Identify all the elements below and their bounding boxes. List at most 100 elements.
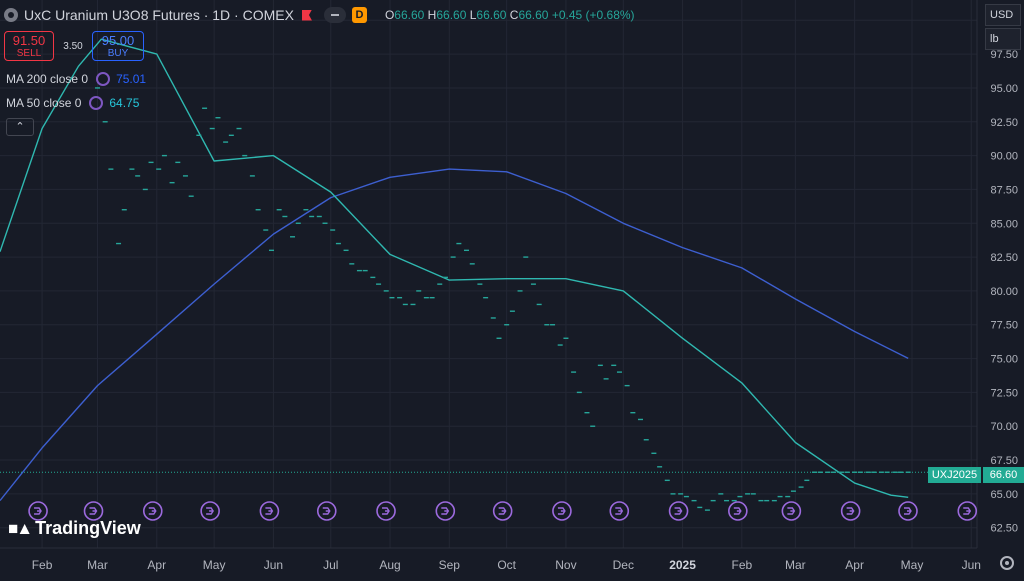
symbol-price-tag: UXJ2025 bbox=[928, 467, 981, 483]
indicator-label: MA 200 close 0 bbox=[6, 72, 89, 86]
event-marker-glyph bbox=[382, 507, 390, 515]
unit-selector[interactable]: lb bbox=[985, 28, 1021, 50]
low-value: 66.60 bbox=[476, 8, 507, 22]
buy-price: 95.00 bbox=[101, 33, 135, 48]
indicator-value: 64.75 bbox=[109, 96, 140, 110]
currency-selector[interactable]: USD bbox=[985, 4, 1021, 26]
event-marker-icon bbox=[609, 501, 630, 521]
buy-label: BUY bbox=[107, 48, 129, 59]
chart-series bbox=[0, 38, 928, 511]
trade-panel: 91.50 SELL 3.50 95.00 BUY bbox=[4, 31, 144, 61]
buy-button[interactable]: 95.00 BUY bbox=[92, 31, 144, 61]
event-marker-glyph bbox=[615, 507, 624, 515]
open-value: 66.60 bbox=[394, 8, 425, 22]
event-marker-icon bbox=[728, 501, 748, 521]
event-marker-glyph bbox=[846, 507, 855, 515]
ma200-line bbox=[0, 168, 909, 502]
price-tick-label: 85.00 bbox=[990, 218, 1018, 230]
refresh-icon[interactable] bbox=[96, 72, 111, 86]
event-marker-icon bbox=[898, 501, 918, 521]
sell-label: SELL bbox=[16, 48, 42, 59]
chart-grid bbox=[0, 0, 977, 548]
event-marker-glyph bbox=[787, 507, 796, 515]
event-marker-glyph bbox=[206, 507, 214, 515]
price-tick-label: 72.50 bbox=[990, 387, 1018, 399]
price-tick-label: 97.50 bbox=[990, 49, 1018, 61]
refresh-icon[interactable] bbox=[89, 96, 104, 110]
time-tick-label: Jun bbox=[264, 558, 283, 572]
event-marker-glyph bbox=[674, 507, 683, 515]
time-tick-label: Mar bbox=[87, 558, 108, 572]
event-marker-glyph bbox=[148, 507, 157, 515]
event-marker-icon bbox=[83, 501, 104, 521]
ma50-line bbox=[0, 38, 909, 498]
event-marker-icon bbox=[200, 501, 220, 521]
high-label: H bbox=[427, 8, 437, 22]
event-marker-glyph bbox=[963, 507, 972, 515]
event-marker-icon bbox=[259, 501, 280, 521]
event-marker-glyph bbox=[903, 507, 912, 515]
chevron-up-icon: ⌃ bbox=[15, 121, 25, 133]
price-tick-label: 87.50 bbox=[990, 184, 1018, 196]
sell-price: 91.50 bbox=[12, 33, 46, 48]
settings-gear-icon[interactable] bbox=[1000, 556, 1014, 570]
event-marker-glyph bbox=[441, 507, 450, 515]
event-marker-icon bbox=[957, 501, 978, 521]
open-label: O bbox=[384, 8, 395, 22]
event-marker-icon bbox=[142, 501, 163, 521]
close-value: 66.60 bbox=[518, 8, 549, 22]
event-marker-glyph bbox=[498, 507, 507, 515]
exchange-icon bbox=[4, 8, 18, 22]
time-tick-label: Mar bbox=[785, 558, 806, 572]
flag-icon[interactable] bbox=[301, 9, 312, 21]
time-tick-label: Aug bbox=[379, 558, 400, 572]
collapse-legend-button[interactable]: ⌃ bbox=[6, 118, 34, 136]
chart-header: UxC Uranium U3O8 Futures · 1D · COMEX D … bbox=[4, 5, 635, 25]
time-tick-label: Dec bbox=[613, 558, 634, 572]
price-tick-label: 95.00 bbox=[990, 83, 1018, 95]
time-tick-label: Nov bbox=[555, 558, 576, 572]
event-marker-glyph bbox=[557, 507, 566, 515]
time-axis[interactable]: Feb Mar Apr May Jun Jul Aug Sep Oct Nov Dec 2025 Feb… bbox=[32, 558, 981, 572]
time-tick-label: Feb bbox=[731, 558, 752, 572]
tradingview-logo[interactable]: ■▲ TradingView bbox=[8, 518, 141, 539]
event-marker-icon bbox=[552, 501, 572, 521]
event-marker-icon bbox=[668, 501, 689, 521]
event-marker-glyph bbox=[89, 507, 98, 515]
indicator-label: MA 50 close 0 bbox=[6, 96, 82, 110]
sell-button[interactable]: 91.50 SELL bbox=[4, 31, 54, 61]
time-tick-label: Sep bbox=[439, 558, 461, 572]
event-marker-icon bbox=[781, 501, 802, 521]
time-tick-label: Apr bbox=[147, 558, 166, 572]
time-tick-label: Jul bbox=[323, 558, 338, 572]
indicator-ma50[interactable]: MA 50 close 0 64.75 bbox=[6, 96, 139, 110]
low-label: L bbox=[469, 8, 477, 22]
event-marker-icon bbox=[840, 501, 861, 521]
event-marker-icon bbox=[28, 501, 48, 521]
price-tick-label: 80.00 bbox=[990, 286, 1018, 298]
time-tick-label: Feb bbox=[32, 558, 53, 572]
price-tick-label: 62.50 bbox=[990, 523, 1018, 535]
time-tick-label: May bbox=[901, 558, 924, 572]
indicator-value: 75.01 bbox=[116, 72, 147, 86]
price-tick-label: 65.00 bbox=[990, 489, 1018, 501]
close-label: C bbox=[509, 8, 519, 22]
price-tick-label: 90.00 bbox=[990, 151, 1018, 163]
event-marker-glyph bbox=[265, 507, 274, 515]
spread-value: 3.50 bbox=[63, 40, 83, 52]
logo-text: TradingView bbox=[35, 518, 141, 538]
high-value: 66.60 bbox=[436, 8, 467, 22]
time-tick-label: 2025 bbox=[669, 558, 696, 572]
delayed-badge[interactable]: D bbox=[351, 7, 367, 23]
minus-pill-icon[interactable] bbox=[323, 7, 346, 23]
event-marker-icon bbox=[316, 501, 337, 521]
time-tick-label: Apr bbox=[845, 558, 864, 572]
symbol-title[interactable]: UxC Uranium U3O8 Futures · 1D · COMEX bbox=[24, 7, 294, 23]
event-marker-icon bbox=[376, 501, 396, 521]
last-price-tag: 66.60 bbox=[983, 467, 1024, 483]
indicator-ma200[interactable]: MA 200 close 0 75.01 bbox=[6, 72, 146, 86]
price-tick-label: 67.50 bbox=[990, 455, 1018, 467]
event-marker-icon bbox=[435, 501, 456, 521]
price-tick-label: 82.50 bbox=[990, 252, 1018, 264]
